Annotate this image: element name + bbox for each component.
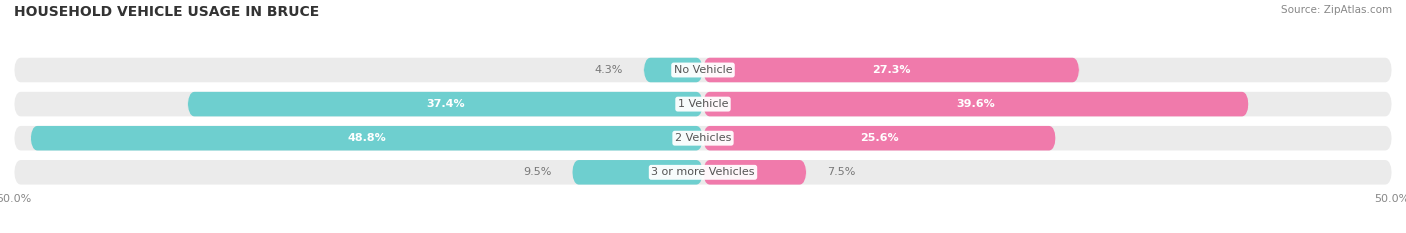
FancyBboxPatch shape <box>572 160 703 185</box>
FancyBboxPatch shape <box>644 58 703 82</box>
Text: 25.6%: 25.6% <box>860 133 898 143</box>
Text: 39.6%: 39.6% <box>956 99 995 109</box>
Text: 4.3%: 4.3% <box>595 65 623 75</box>
FancyBboxPatch shape <box>14 92 1392 116</box>
Text: 27.3%: 27.3% <box>872 65 910 75</box>
FancyBboxPatch shape <box>14 58 1392 82</box>
FancyBboxPatch shape <box>703 92 1249 116</box>
Text: 7.5%: 7.5% <box>827 167 855 177</box>
Text: 2 Vehicles: 2 Vehicles <box>675 133 731 143</box>
Text: 48.8%: 48.8% <box>347 133 387 143</box>
FancyBboxPatch shape <box>703 58 1080 82</box>
Text: Source: ZipAtlas.com: Source: ZipAtlas.com <box>1281 5 1392 15</box>
Text: 9.5%: 9.5% <box>523 167 551 177</box>
FancyBboxPatch shape <box>703 160 807 185</box>
FancyBboxPatch shape <box>14 126 1392 151</box>
Text: HOUSEHOLD VEHICLE USAGE IN BRUCE: HOUSEHOLD VEHICLE USAGE IN BRUCE <box>14 5 319 19</box>
FancyBboxPatch shape <box>14 160 1392 185</box>
FancyBboxPatch shape <box>703 126 1056 151</box>
Text: No Vehicle: No Vehicle <box>673 65 733 75</box>
Text: 1 Vehicle: 1 Vehicle <box>678 99 728 109</box>
Text: 3 or more Vehicles: 3 or more Vehicles <box>651 167 755 177</box>
FancyBboxPatch shape <box>187 92 703 116</box>
FancyBboxPatch shape <box>31 126 703 151</box>
Text: 37.4%: 37.4% <box>426 99 464 109</box>
